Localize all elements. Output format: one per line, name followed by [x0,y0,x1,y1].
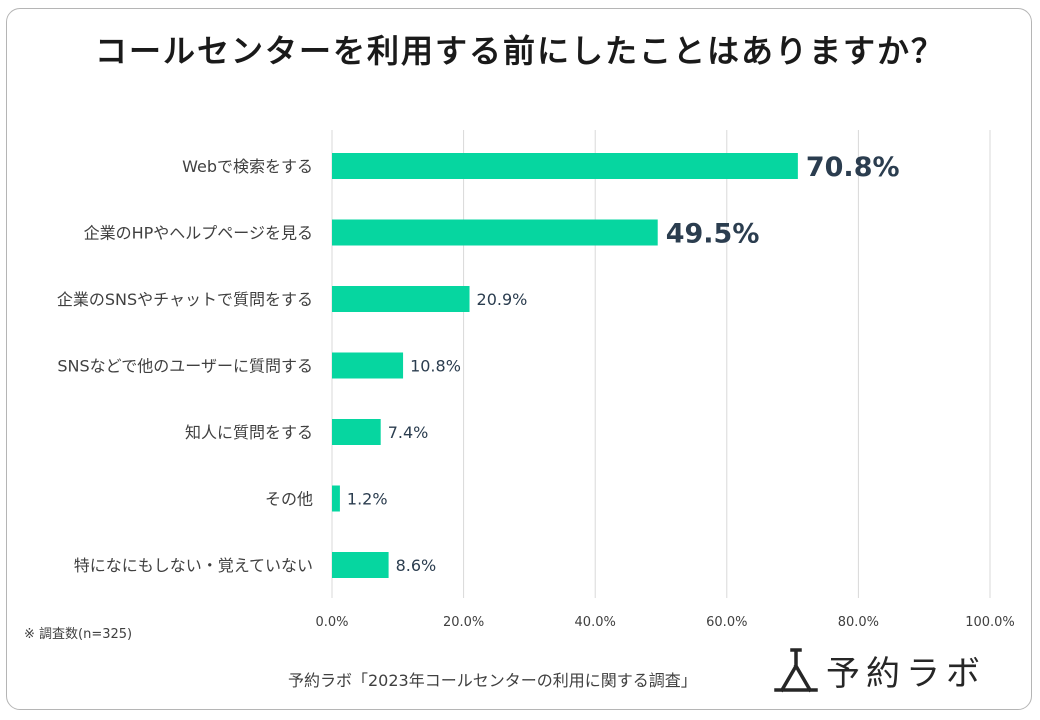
sample-size-note: ※ 調査数(n=325) [24,627,133,642]
chart-title: コールセンターを利用する前にしたことはありますか？ [94,32,945,70]
data-label: 7.4% [388,423,429,442]
data-label: 1.2% [347,490,388,509]
x-tick-label: 80.0% [838,615,879,630]
x-tick-label: 60.0% [706,615,747,630]
bar [332,352,404,379]
bar [332,286,470,312]
bar [332,219,658,246]
data-label: 8.6% [396,556,437,575]
x-tick-label: 100.0% [965,615,1015,630]
bar [332,552,389,578]
bar [332,485,340,512]
category-label: SNSなどで他のユーザーに質問する [57,357,313,376]
x-tick-label: 40.0% [575,615,616,630]
data-label: 10.8% [410,357,461,376]
category-label: その他 [265,490,313,509]
source-caption: 予約ラボ「2023年コールセンターの利用に関する調査」 [288,671,697,690]
brand-logo: 予約ラボ [772,644,986,696]
chart-frame [6,8,1032,710]
data-label: 49.5% [666,219,760,250]
lab-flask-icon [774,648,818,693]
x-tick-label: 0.0% [315,615,348,630]
category-label: 企業のHPやヘルプページを見る [84,224,313,243]
bar [332,153,798,179]
x-tick-label: 20.0% [443,615,484,630]
category-label: Webで検索をする [182,157,313,176]
logo-text: 予約ラボ [826,653,986,694]
bar [332,419,381,445]
category-label: 特になにもしない・覚えていない [74,556,313,575]
category-label: 企業のSNSやチャットで質問をする [57,290,313,309]
category-label: 知人に質問をする [185,423,313,442]
data-label: 20.9% [477,290,528,309]
data-label: 70.8% [806,152,900,183]
